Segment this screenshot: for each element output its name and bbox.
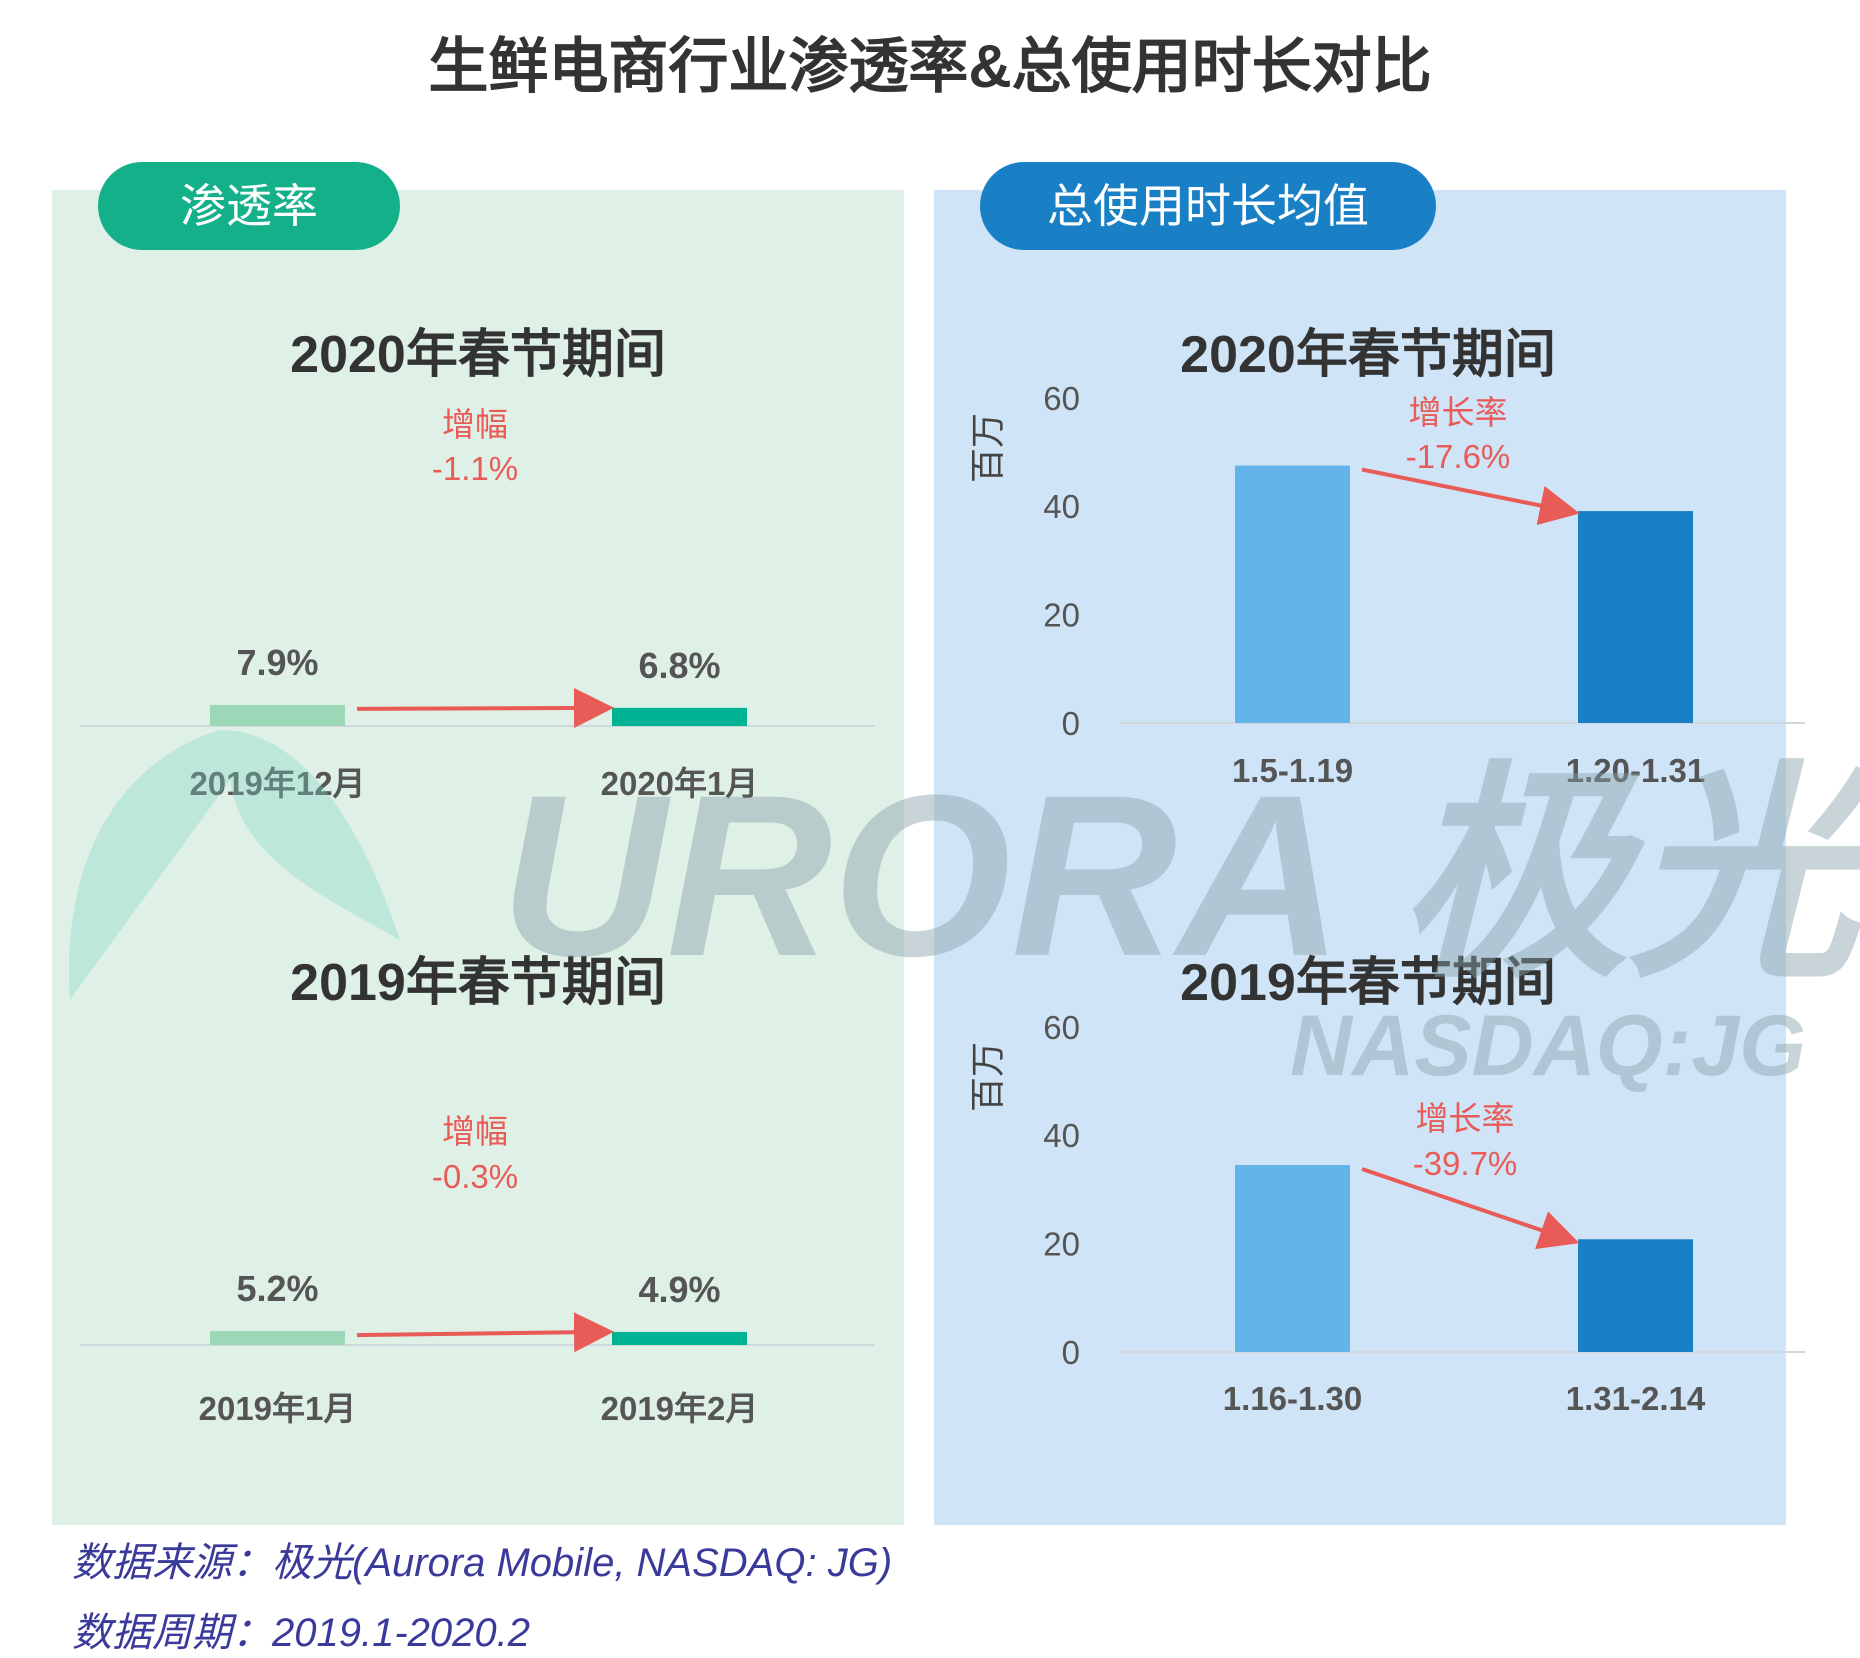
chart-0-annotation-label: 增幅 (442, 406, 508, 443)
chart-3-change-arrow (1361, 1167, 1580, 1250)
chart-3-title: 2019年春节期间 (1180, 954, 1556, 1012)
chart-3-category-1: 1.31-2.14 (1566, 1380, 1706, 1417)
chart-3-ytick: 0 (1062, 1334, 1080, 1371)
chart-1-category-0: 2019年1月 (199, 1390, 357, 1427)
chart-1-category-1: 2019年2月 (601, 1390, 759, 1427)
chart-2-category-1: 1.20-1.31 (1566, 752, 1705, 789)
penetration-panel-label: 渗透率 (98, 162, 400, 250)
chart-1-bar-1 (612, 1331, 747, 1345)
penetration-panel (52, 190, 904, 1525)
chart-1-change-arrow (356, 1312, 614, 1353)
chart-3-ylabel: 百万 (969, 1042, 1008, 1112)
chart-0-category-0: 2019年12月 (189, 765, 365, 802)
data-period: 数据周期：2019.1-2020.2 (72, 1611, 531, 1655)
chart-2-ylabel: 百万 (969, 413, 1008, 483)
chart-2-change-arrow (1361, 467, 1580, 526)
chart-0-category-1: 2020年1月 (601, 765, 759, 802)
chart-2-annotation-label: 增长率 (1409, 394, 1508, 431)
chart-2-category-0: 1.5-1.19 (1232, 752, 1353, 789)
chart-3-bar-1 (1578, 1239, 1693, 1352)
chart-0-bar-0 (210, 704, 345, 726)
chart-1-bar-0 (210, 1331, 345, 1345)
chart-2-ytick: 20 (1043, 597, 1080, 634)
chart-3-annotation-value: -39.7% (1413, 1145, 1518, 1182)
chart-0-annotation-value: -1.1% (432, 450, 518, 487)
chart-2-annotation-value: -17.6% (1406, 438, 1511, 475)
chart-2-ytick: 60 (1043, 380, 1080, 417)
chart-0-bar-1 (612, 707, 747, 726)
usage-duration-panel-label: 总使用时长均值 (980, 162, 1436, 250)
chart-2-bar-1 (1578, 511, 1693, 723)
chart-3-annotation-label: 增长率 (1416, 1100, 1515, 1137)
chart-0-value-label-0: 7.9% (236, 642, 318, 683)
chart-3-ytick: 40 (1043, 1117, 1080, 1154)
chart-1-title: 2019年春节期间 (290, 954, 666, 1012)
chart-3-bar-0 (1235, 1165, 1350, 1352)
chart-1-annotation-value: -0.3% (432, 1158, 518, 1195)
chart-0-title: 2020年春节期间 (290, 326, 666, 384)
chart-1-annotation-label: 增幅 (442, 1113, 508, 1150)
chart-title: 生鲜电商行业渗透率&总使用时长对比 (428, 33, 1432, 100)
chart-0-change-arrow (356, 687, 614, 728)
chart-2-ytick: 40 (1043, 488, 1080, 525)
chart-3-ytick: 20 (1043, 1226, 1080, 1263)
chart-2-title: 2020年春节期间 (1180, 326, 1556, 384)
chart-2-bar-0 (1235, 465, 1350, 723)
chart-2-ytick: 0 (1062, 705, 1080, 742)
data-source: 数据来源：极光(Aurora Mobile, NASDAQ: JG) (72, 1541, 893, 1585)
chart-1-value-label-0: 5.2% (236, 1268, 318, 1309)
chart-1-value-label-1: 4.9% (638, 1269, 720, 1310)
chart-3-ytick: 60 (1043, 1009, 1080, 1046)
chart-0-value-label-1: 6.8% (638, 645, 720, 686)
chart-3-category-0: 1.16-1.30 (1223, 1380, 1362, 1417)
